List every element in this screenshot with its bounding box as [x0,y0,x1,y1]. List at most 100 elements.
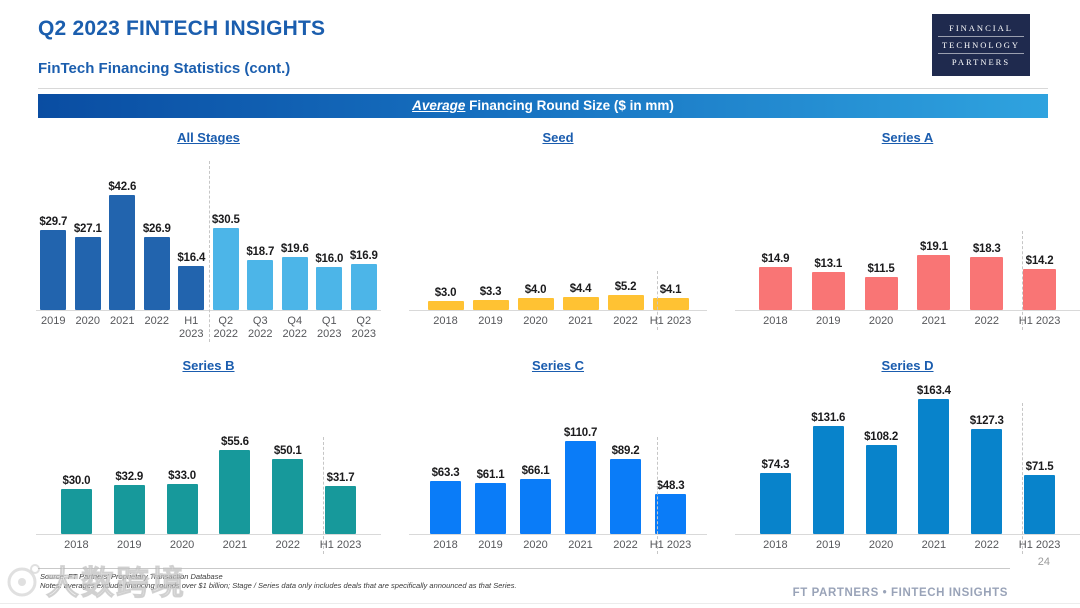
chart-seed: Seed $3.0 $3.3 $4.0 $4.4 $5.2 $4.1 2018 2019 20… [409,130,707,340]
x-axis-label: 2019 [117,539,142,552]
charts-grid: All Stages $29.7 $27.1 $42.6 $26.9 $16.4 $30.… [36,130,1080,555]
bar-group: $4.4 [558,283,603,310]
bar-value-label: $27.1 [73,222,102,235]
logo-line-2: TECHNOLOGY [938,37,1024,54]
bar-value-label: $131.6 [811,411,846,424]
x-axis-label: 2019 [478,315,503,327]
bar [1024,475,1056,535]
bar-group: $14.9 [749,253,802,310]
plot-area: $3.0 $3.3 $4.0 $4.4 $5.2 $4.1 [409,151,707,330]
plot-area: $74.3 $131.6 $108.2 $163.4 $127.3 $71.5 [735,379,1080,555]
bar [759,472,791,535]
bar-group: $127.3 [960,415,1013,535]
bar [219,450,251,535]
x-axis-label: 2020 [523,539,548,552]
bar-value-label: $5.2 [614,281,637,293]
bar-value-label: $4.0 [524,284,547,297]
bar-group: $33.0 [156,470,209,535]
brand-footer: FT PARTNERS • FINTECH INSIGHTS [792,587,1008,599]
bar-value-label: $16.4 [177,251,206,264]
chart-series-a: Series A $14.9 $13.1 $11.5 $19.1 $18.3 $14.2 … [735,130,1080,340]
bar [918,399,950,535]
bar-value-label: $16.0 [315,252,344,265]
bar-group: $14.2 [1013,255,1066,310]
bar-group: $50.1 [261,445,314,535]
bar-group: $4.1 [648,284,693,310]
bar-value-label: $26.9 [142,223,171,236]
bar-group: $66.1 [513,465,558,535]
bar-group: $163.4 [907,385,960,535]
bar-group: $55.6 [208,436,261,535]
bar-value-label: $63.3 [431,467,460,480]
bar-value-label: $14.2 [1025,255,1054,268]
bar [864,276,898,310]
bar [865,444,897,535]
x-axis-label: 2020 [169,539,195,552]
bar [562,297,599,310]
page-subtitle: FinTech Financing Statistics (cont.) [38,60,291,77]
bar-value-label: $66.1 [521,464,550,477]
bar-group: $18.3 [960,243,1013,310]
x-axis-labels: 2018 2019 2020 2021 2022 H1 2023 [409,535,707,552]
bar-group: $3.3 [468,286,513,310]
bar [178,265,205,310]
bar [517,298,554,310]
bar-value-label: $50.1 [273,444,302,457]
bar-value-label: $42.6 [108,181,137,193]
bar-value-label: $48.3 [656,479,685,492]
bar-value-label: $127.3 [969,415,1004,428]
period-divider-line [1022,231,1024,330]
chart-title: All Stages [177,130,240,145]
x-axis-label: 2018 [64,539,89,552]
bar-group: $26.9 [140,223,175,310]
bar-value-label: $31.7 [326,472,355,485]
bar-group: $32.9 [103,471,156,535]
bar-group: $5.2 [603,281,648,310]
methodology-note: Notes: averages exclude financing rounds… [40,581,517,590]
bar [212,227,239,310]
x-axis-label: 2022 [613,539,638,552]
bar-group: $18.7 [243,246,278,310]
x-axis-label: Q3 2022 [248,315,273,340]
bar-value-label: $14.9 [761,253,790,266]
chart-title: Series D [881,358,934,374]
bar [652,298,689,310]
bar-group: $48.3 [648,480,693,535]
x-axis-label: 2020 [868,315,894,327]
bar [166,484,198,535]
bar-value-label: $108.2 [864,430,899,443]
bar [113,484,145,535]
banner-emphasis: Average [412,98,466,113]
bar-value-label: $55.6 [221,436,249,449]
x-axis-label: 2021 [222,539,248,552]
bar-value-label: $4.1 [659,284,682,297]
bar-value-label: $19.6 [280,243,309,256]
bar-value-label: $13.1 [814,258,843,271]
bar-value-label: $11.5 [867,262,895,275]
x-axis-label: 2020 [523,315,548,327]
ft-partners-logo: FINANCIAL TECHNOLOGY PARTNERS [932,14,1030,76]
bar [1023,269,1057,310]
bar-value-label: $29.7 [39,215,68,228]
x-axis-labels: 2018 2019 2020 2021 2022 H1 2023 [735,535,1080,552]
x-axis-label: 2021 [921,315,947,327]
x-axis-label: 2022 [613,315,638,327]
bar-group: $11.5 [855,263,908,310]
x-axis-labels: 2019 2020 2021 2022 H1 2023 Q2 2022 Q3 2022 Q4 … [36,311,381,340]
bar [475,482,506,535]
bar-group: $31.7 [314,472,367,535]
bar-group: $110.7 [558,427,603,535]
x-axis-label: 2018 [433,539,458,552]
bar [427,301,464,310]
x-axis-label: 2021 [568,315,593,327]
bar [109,195,136,310]
period-divider-line [657,271,659,330]
bar-group: $16.9 [347,250,382,310]
bar [272,458,304,535]
header-divider-line [38,88,1048,89]
x-axis-label: 2018 [763,315,788,327]
period-divider-line [323,437,325,555]
period-divider-line [1022,403,1024,555]
x-axis-labels: 2018 2019 2020 2021 2022 H1 2023 [409,311,707,328]
